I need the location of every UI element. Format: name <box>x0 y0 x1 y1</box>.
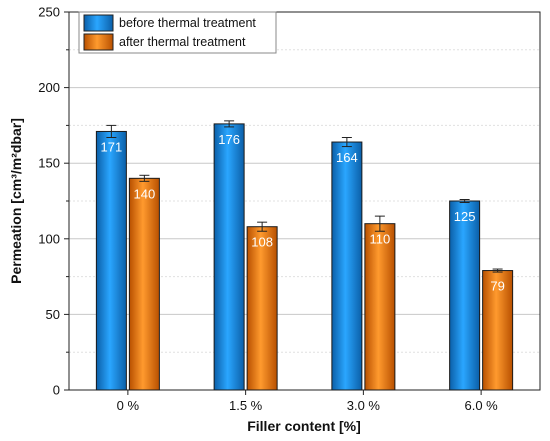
bar-after-0 <box>128 177 160 391</box>
x-tick-label: 1.5 % <box>229 398 263 413</box>
bars: 171 140 176 108 164 110 125 79 <box>95 120 514 391</box>
y-tick-label: 100 <box>38 231 60 246</box>
y-axis-title: Permeation [cm³/m²dbar] <box>8 118 24 284</box>
data-label: 164 <box>336 150 358 165</box>
bar-before-2 <box>331 141 363 391</box>
y-tick-label: 150 <box>38 156 60 171</box>
data-label: 176 <box>218 132 240 147</box>
bar-before-3 <box>449 200 481 391</box>
y-axis: 0 50 100 150 200 250 <box>38 5 69 398</box>
data-label: 110 <box>370 232 391 247</box>
x-tick-label: 6.0 % <box>465 398 499 413</box>
bar-after-2 <box>364 223 396 391</box>
x-axis: 0 % 1.5 % 3.0 % 6.0 % <box>117 390 499 413</box>
x-axis-title: Filler content [%] <box>247 418 361 434</box>
legend-swatch-after <box>83 33 114 51</box>
x-tick-label: 3.0 % <box>347 398 381 413</box>
legend-swatch-before <box>83 14 114 32</box>
x-tick-label: 0 % <box>117 398 140 413</box>
y-tick-label: 0 <box>53 383 60 398</box>
data-label: 140 <box>134 186 156 201</box>
bar-after-1 <box>246 226 278 391</box>
y-tick-label: 200 <box>38 80 60 95</box>
bar-before-1 <box>213 123 245 391</box>
legend-label-before: before thermal treatment <box>119 16 256 30</box>
bar-before-0 <box>95 130 127 391</box>
data-label: 171 <box>101 139 123 154</box>
data-label: 108 <box>251 235 273 250</box>
y-tick-label: 250 <box>38 5 60 20</box>
y-tick-label: 50 <box>46 307 60 322</box>
legend: before thermal treatment after thermal t… <box>78 11 277 54</box>
legend-label-after: after thermal treatment <box>119 35 246 49</box>
data-label: 79 <box>490 279 504 294</box>
data-label: 125 <box>454 209 476 224</box>
